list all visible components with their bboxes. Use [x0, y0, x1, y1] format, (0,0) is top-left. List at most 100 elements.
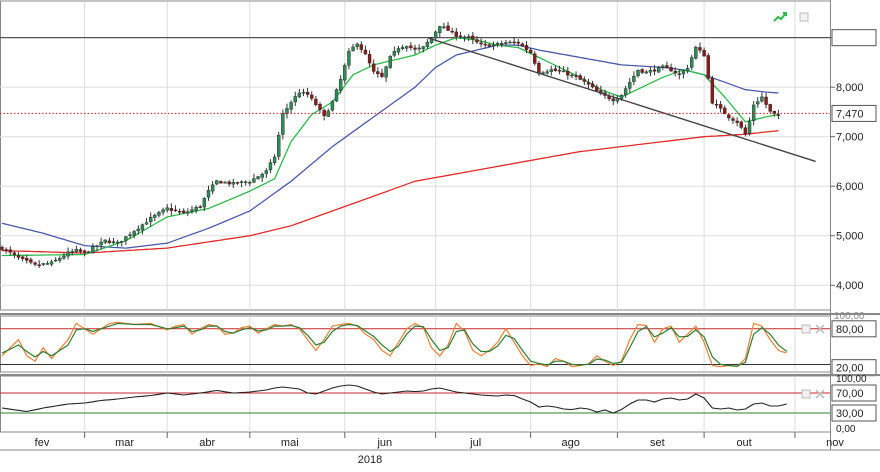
candle-body: [45, 263, 50, 265]
candle-body: [231, 182, 235, 185]
candle-body: [281, 113, 285, 135]
month-label-fev: fev: [35, 437, 50, 449]
stoch-d-line: [1, 322, 788, 367]
candle-body: [58, 258, 62, 261]
month-label-mai: mai: [281, 437, 299, 449]
candle-body: [669, 67, 673, 72]
rsi-tick-label: 0,00: [836, 424, 856, 435]
last-price-box: [831, 104, 877, 122]
candle-body: [471, 35, 475, 40]
candle-body: [87, 251, 91, 254]
candle-body: [301, 91, 306, 94]
candle-body: [475, 39, 479, 43]
panel-settings-icon[interactable]: [801, 324, 811, 334]
candle-body: [153, 214, 157, 218]
candle-body: [561, 70, 566, 73]
candle-body: [70, 251, 74, 253]
candle-body: [330, 101, 335, 111]
close-icon[interactable]: [815, 324, 825, 334]
candle-body: [173, 209, 178, 212]
candle-body: [20, 256, 25, 259]
candle-body: [545, 71, 549, 74]
candle-body: [619, 94, 624, 99]
candle-body: [367, 54, 372, 64]
candle-body: [359, 44, 364, 50]
rsi-tick-label: 70,00: [836, 388, 864, 400]
stoch-tick-label: 20,00: [836, 363, 864, 375]
stochastic-panel: 100,00 80,00 20,00: [0, 311, 880, 377]
month-label-abr: abr: [199, 437, 215, 449]
candle-body: [343, 65, 347, 81]
candle-body: [148, 217, 153, 223]
candle-body: [66, 251, 70, 257]
panel-settings-icon[interactable]: [799, 12, 809, 22]
candle-body: [528, 49, 533, 54]
rsi-tick-label: 100,00: [836, 374, 867, 385]
close-icon[interactable]: [815, 389, 825, 399]
candle-body: [549, 69, 553, 72]
panel-settings-icon[interactable]: [801, 389, 811, 399]
candle-body: [681, 70, 686, 75]
candle-body: [454, 31, 458, 37]
candle-body: [747, 121, 752, 134]
candle-body: [433, 31, 438, 39]
trend-arrow-icon[interactable]: [773, 12, 787, 22]
candle-body: [219, 181, 223, 184]
candle-body: [677, 73, 682, 75]
candle-body: [161, 209, 165, 213]
close-glyph: [815, 389, 825, 399]
candle-body: [380, 72, 384, 77]
price-tick-label: 8,000: [836, 82, 864, 94]
candle-body: [557, 70, 562, 72]
candle-body: [293, 96, 297, 103]
month-label-ago: ago: [561, 437, 579, 449]
candle-body: [16, 255, 21, 258]
candle-body: [756, 101, 760, 105]
year-label: 2018: [358, 454, 382, 466]
candle-body: [623, 88, 628, 96]
candle-body: [202, 197, 207, 208]
candle-body: [0, 247, 4, 250]
candle-body: [520, 43, 525, 46]
rsi-tick-box: [831, 384, 877, 402]
candle-body: [338, 79, 343, 91]
candle-body: [186, 211, 190, 214]
toolbar-icons[interactable]: [773, 12, 825, 399]
candle-body: [665, 65, 669, 68]
candle-body: [524, 45, 529, 50]
candle-body: [41, 263, 45, 265]
price-tick-label: 6,000: [836, 181, 864, 193]
candle-body: [198, 206, 202, 208]
price-tick-label: 7,000: [836, 132, 864, 144]
candle-body: [372, 63, 376, 72]
candle-body: [685, 68, 690, 72]
candle-body: [25, 258, 29, 261]
candle-body: [277, 135, 281, 157]
candle-body: [566, 71, 570, 76]
candle-body: [297, 92, 302, 98]
price-tick-label: 5,000: [836, 231, 864, 243]
candle-body: [495, 42, 500, 45]
candle-body: [541, 72, 545, 74]
rsi-tick-box: [831, 404, 877, 422]
candle-body: [590, 83, 595, 88]
candle-body: [764, 96, 768, 105]
candle-body: [504, 42, 508, 44]
candle-body: [458, 35, 463, 38]
candle-body: [710, 77, 715, 104]
candle-body: [49, 261, 54, 265]
candle-body: [743, 127, 748, 135]
candle-body: [570, 74, 574, 77]
price-tick-label: 4,000: [836, 280, 864, 292]
candle-body: [508, 41, 512, 44]
candle-body: [243, 181, 248, 184]
candle-body: [694, 46, 698, 59]
candle-body: [82, 250, 87, 253]
candle-body: [491, 44, 496, 47]
candle-body: [210, 184, 215, 192]
candle-body: [582, 79, 587, 82]
candle-body: [115, 241, 120, 244]
candle-body: [421, 46, 425, 49]
